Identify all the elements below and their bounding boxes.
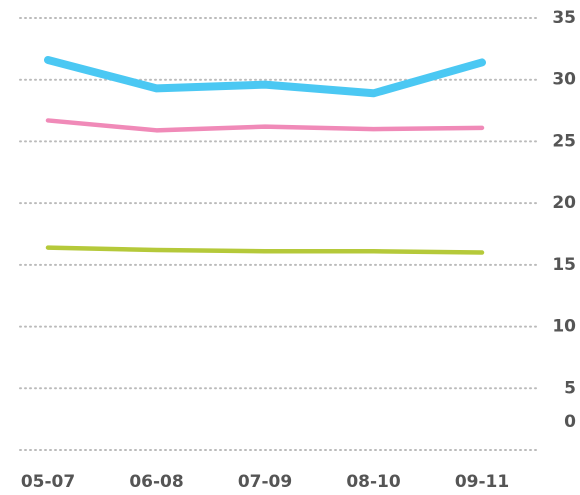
series-line [45, 245, 485, 255]
y-tick-label: 15 [552, 255, 576, 275]
x-tick-label: 07-09 [238, 472, 292, 491]
x-tick-label: 06-08 [129, 472, 183, 491]
y-tick-label: 10 [552, 317, 576, 337]
x-tick-label: 08-10 [346, 472, 401, 491]
x-tick-label: 05-07 [21, 472, 75, 491]
series-line [45, 118, 485, 133]
y-tick-label: 0 [564, 412, 576, 432]
y-tick-label: 5 [564, 378, 576, 398]
y-tick-label: 35 [552, 8, 576, 28]
y-tick-label: 25 [552, 131, 576, 151]
series-line [44, 55, 486, 98]
y-tick-label: 20 [552, 193, 576, 213]
x-tick-label: 09-11 [455, 472, 509, 491]
y-tick-label: 30 [552, 70, 576, 90]
